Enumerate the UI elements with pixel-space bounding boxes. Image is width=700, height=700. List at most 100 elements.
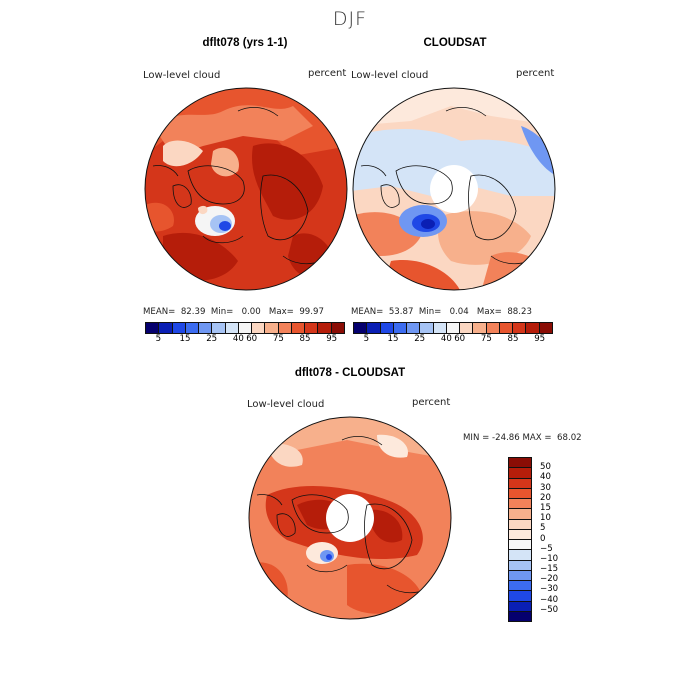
colorbar-tick-label: −20 xyxy=(540,574,559,585)
colorbar-tick-label: 60 xyxy=(454,334,466,344)
colorbar-swatch xyxy=(509,540,531,551)
obs-field-region xyxy=(353,129,555,196)
colorbar-swatch xyxy=(265,323,279,333)
colorbar-tick-label: 15 xyxy=(540,502,551,513)
obs-field-region xyxy=(438,211,531,265)
diff-units-label: percent xyxy=(412,397,451,408)
model-field-region xyxy=(219,221,231,231)
colorbar-tick-label: −30 xyxy=(540,584,559,595)
obs-field-region xyxy=(481,252,551,290)
model-map-border xyxy=(144,87,348,291)
model-min-label: Min= xyxy=(210,307,234,317)
colorbar-tick-label: 95 xyxy=(534,334,546,344)
colorbar-tick-label: 95 xyxy=(326,334,338,344)
model-coastline xyxy=(152,165,179,177)
diff-coastline xyxy=(364,503,413,570)
colorbar-tick-label: −50 xyxy=(540,604,559,615)
colorbar-swatch xyxy=(446,323,461,333)
colorbar-swatch xyxy=(278,323,292,333)
colorbar-swatch xyxy=(509,468,531,479)
colorbar-tick-label: 40 xyxy=(232,334,244,344)
colorbar-tick-label: 5 xyxy=(363,334,370,344)
model-field-region xyxy=(163,140,203,167)
model-units-label: percent xyxy=(308,68,347,79)
colorbar-swatch xyxy=(238,323,253,333)
colorbar-tick-label: 85 xyxy=(507,334,519,344)
obs-coastline xyxy=(380,184,400,208)
model-mean-label: MEAN= xyxy=(143,307,176,317)
obs-colorbar: 5 15 25 40 60 75 85 95 xyxy=(353,322,553,346)
colorbar-swatch xyxy=(513,323,527,333)
obs-coastline xyxy=(360,165,387,177)
season-title: DJF xyxy=(332,8,368,30)
model-coastline xyxy=(202,235,244,244)
model-colorbar: 5 15 25 40 60 75 85 95 xyxy=(145,322,345,346)
model-coastline xyxy=(187,165,245,205)
colorbar-swatch xyxy=(199,323,213,333)
colorbar-tick-label: 25 xyxy=(414,334,426,344)
diff-coastline xyxy=(276,513,296,537)
diff-variable-label: Low-level cloud xyxy=(247,399,325,410)
colorbar-swatch xyxy=(212,323,226,333)
colorbar-swatch xyxy=(509,519,531,530)
diff-field-region xyxy=(347,563,422,614)
colorbar-tick-label: −15 xyxy=(540,564,559,575)
model-colorbar-ticks: 5 15 25 40 60 75 85 95 xyxy=(145,334,345,346)
model-panel-title: dflt078 (yrs 1-1) xyxy=(202,37,288,49)
diff-polar-map xyxy=(248,416,452,620)
colorbar-swatch xyxy=(509,570,531,581)
colorbar-tick-label: 60 xyxy=(246,334,258,344)
diff-coastline xyxy=(306,564,348,573)
colorbar-swatch xyxy=(526,323,540,333)
model-coastline xyxy=(260,174,309,241)
diff-missing-data-hole xyxy=(326,494,374,542)
colorbar-tick-label: 75 xyxy=(272,334,284,344)
obs-coastline xyxy=(445,106,487,117)
diff-colorbar-swatches xyxy=(508,457,532,622)
colorbar-tick-label: −40 xyxy=(540,594,559,605)
colorbar-swatch xyxy=(172,323,186,333)
obs-colorbar-swatches xyxy=(353,322,553,334)
obs-max-label: Max= xyxy=(476,307,502,317)
colorbar-tick-label: 40 xyxy=(440,334,452,344)
colorbar-swatch xyxy=(305,323,319,333)
colorbar-swatch xyxy=(318,323,332,333)
colorbar-tick-label: 85 xyxy=(299,334,311,344)
model-min-value: 0.00 xyxy=(241,307,261,317)
colorbar-swatch xyxy=(185,323,200,333)
model-mean-value: 82.39 xyxy=(180,307,206,317)
colorbar-swatch xyxy=(433,323,447,333)
colorbar-swatch xyxy=(354,323,368,333)
colorbar-swatch xyxy=(509,478,531,489)
colorbar-swatch xyxy=(509,611,531,621)
diff-range-text: MIN = -24.86 MAX = 68.02 xyxy=(463,433,582,443)
colorbar-tick-label: −5 xyxy=(540,543,553,554)
colorbar-tick-label: 40 xyxy=(540,472,551,483)
colorbar-swatch xyxy=(252,323,266,333)
model-field-region xyxy=(198,205,208,215)
obs-coastline xyxy=(468,174,517,241)
colorbar-tick-label: 0 xyxy=(540,533,546,544)
obs-polar-map xyxy=(352,87,556,291)
colorbar-swatch xyxy=(509,581,531,592)
obs-map-border xyxy=(352,87,556,291)
colorbar-swatch xyxy=(486,323,500,333)
obs-colorbar-ticks: 5 15 25 40 60 75 85 95 xyxy=(353,334,553,346)
colorbar-swatch xyxy=(291,323,306,333)
diff-field-region xyxy=(377,434,408,458)
colorbar-swatch xyxy=(499,323,514,333)
colorbar-tick-label: 30 xyxy=(540,482,551,493)
obs-variable-label: Low-level cloud xyxy=(351,70,429,81)
model-field-region xyxy=(211,147,239,177)
colorbar-swatch xyxy=(509,509,531,520)
diff-field-region xyxy=(326,554,332,560)
model-field-region xyxy=(153,105,313,156)
model-coastline xyxy=(237,106,279,117)
colorbar-tick-label: 15 xyxy=(179,334,191,344)
obs-min-value: 0.04 xyxy=(449,307,469,317)
colorbar-tick-label: 25 xyxy=(206,334,218,344)
diff-coastline xyxy=(341,435,383,446)
colorbar-swatch xyxy=(509,458,531,469)
diff-field-region xyxy=(367,509,403,543)
obs-field-region xyxy=(421,219,435,229)
